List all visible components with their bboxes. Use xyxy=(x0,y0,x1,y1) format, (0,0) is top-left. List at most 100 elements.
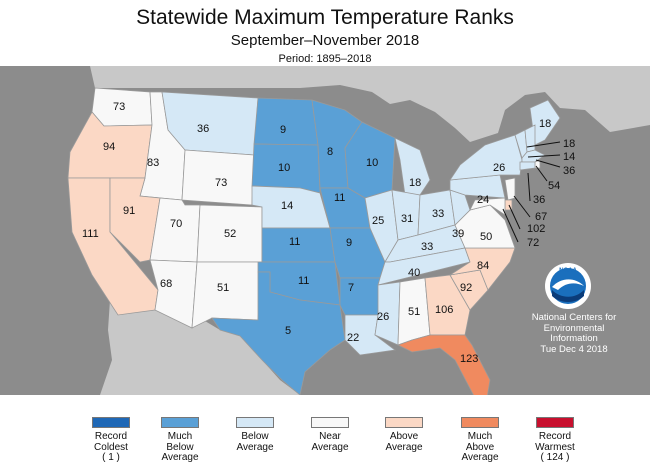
legend-swatch-above xyxy=(385,417,423,428)
rank-label-VT: 18 xyxy=(563,138,575,150)
state-NC xyxy=(449,247,516,291)
logo-text: NOAA xyxy=(559,268,577,274)
legend-swatch-near xyxy=(311,417,349,428)
state-FL xyxy=(396,334,491,395)
rank-label-DE: 102 xyxy=(527,223,545,235)
canada-land xyxy=(0,66,650,142)
legend-item-record-coldest: Record Coldest ( 1 ) xyxy=(73,405,149,464)
legend-label-line: Average xyxy=(311,441,349,453)
legend-label-line: Record xyxy=(538,431,572,442)
rank-label-OK: 11 xyxy=(298,275,309,287)
legend-label-line: Average xyxy=(385,441,423,453)
legend-swatch-much-below xyxy=(161,417,199,428)
rank-label-MO: 9 xyxy=(346,237,352,249)
legend-swatch-record-coldest xyxy=(92,417,130,428)
leader-lines xyxy=(502,141,561,243)
credit-line-3: Information xyxy=(550,333,598,344)
rank-label-NE: 14 xyxy=(281,200,293,212)
credit-line-1: National Centers for xyxy=(531,312,617,323)
legend-item-below: Below Average xyxy=(217,405,293,453)
legend-label-line: ( 1 ) xyxy=(102,452,120,463)
rank-label-PA: 24 xyxy=(477,194,489,206)
rank-label-NC: 84 xyxy=(477,260,489,272)
credit-date: Tue Dec 4 2018 xyxy=(540,343,608,355)
rank-label-AZ: 68 xyxy=(160,278,172,290)
noaa-logo: NOAA xyxy=(545,263,591,309)
map-subtitle: September–November 2018 xyxy=(230,32,420,49)
credit-line-2: Environmental xyxy=(543,322,605,334)
states-layer xyxy=(67,87,561,395)
credit-block: National Centers for Environmental Infor… xyxy=(514,312,634,355)
rank-label-AR: 7 xyxy=(348,282,354,294)
rank-label-WY: 73 xyxy=(215,177,227,189)
rank-label-IL: 25 xyxy=(372,215,384,227)
leader-line-NH xyxy=(527,154,561,158)
state-AZ xyxy=(149,259,198,329)
state-NH xyxy=(524,124,536,153)
legend: Record Coldest ( 1 ) Much Below Average … xyxy=(0,405,650,475)
legend-label-line: Coldest xyxy=(94,441,128,453)
leader-line-ME xyxy=(526,141,561,148)
leader-line-MD xyxy=(502,208,519,243)
rank-label-CT: 36 xyxy=(533,194,545,206)
rank-label-ID: 83 xyxy=(147,157,159,169)
legend-label-line: Below xyxy=(166,441,194,453)
leader-line-NJ xyxy=(513,195,531,218)
rank-label-NY: 26 xyxy=(493,162,505,174)
rank-label-IA: 11 xyxy=(334,192,345,204)
rank-label-WI: 10 xyxy=(366,157,378,169)
legend-label-line: Much xyxy=(467,431,493,442)
rank-label-MS: 26 xyxy=(377,311,389,323)
legend-swatch-record-warmest xyxy=(536,417,574,428)
leader-line-RI xyxy=(535,165,548,182)
rank-label-MT: 36 xyxy=(197,123,209,135)
rank-label-OR: 94 xyxy=(103,141,115,153)
rank-label-LA: 22 xyxy=(347,332,359,344)
rank-label-MA: 36 xyxy=(563,165,575,177)
state-TX xyxy=(211,271,346,395)
rank-label-IN: 31 xyxy=(401,213,413,225)
state-rank-labels: 73 94 111 83 91 36 73 70 68 52 51 9 10 1… xyxy=(82,101,575,365)
legend-label-line: Average xyxy=(236,441,274,453)
rank-label-AL: 51 xyxy=(408,306,420,318)
legend-label-line: Above xyxy=(465,441,495,453)
rank-label-NH: 14 xyxy=(563,151,575,163)
legend-label-line: Warmest xyxy=(535,441,575,453)
mexico-land xyxy=(100,300,300,395)
rank-label-NV: 91 xyxy=(123,205,135,217)
legend-label-line: Above xyxy=(389,431,419,442)
leader-line-CT xyxy=(527,172,531,202)
rank-label-UT: 70 xyxy=(170,218,182,230)
legend-label-line: Much xyxy=(167,431,193,442)
rank-label-GA: 106 xyxy=(435,304,453,316)
us-map: 73 94 111 83 91 36 73 70 68 52 51 9 10 1… xyxy=(0,66,650,395)
rank-label-TX: 5 xyxy=(285,325,291,337)
map-period: Period: 1895–2018 xyxy=(278,53,372,65)
state-MD xyxy=(469,197,506,216)
legend-label-line: Below xyxy=(241,431,269,442)
logo-wave xyxy=(552,290,584,302)
leader-line-MA xyxy=(535,159,561,168)
rank-label-CO: 52 xyxy=(224,228,236,240)
map-title: Statewide Maximum Temperature Ranks xyxy=(136,6,514,29)
rank-label-SC: 92 xyxy=(460,282,472,294)
legend-label-line: Record xyxy=(94,431,128,442)
rank-label-ME: 18 xyxy=(539,118,551,130)
rank-label-SD: 10 xyxy=(278,162,290,174)
state-ND xyxy=(253,97,319,146)
state-MS xyxy=(374,281,401,346)
rank-label-FL: 123 xyxy=(460,353,478,365)
legend-item-record-warmest: Record Warmest ( 124 ) xyxy=(517,405,593,464)
state-NM xyxy=(191,261,263,329)
leader-line-DE xyxy=(508,204,521,230)
rank-label-RI: 54 xyxy=(548,180,560,192)
legend-item-above: Above Average xyxy=(366,405,442,453)
rank-label-MN: 8 xyxy=(327,146,333,158)
logo-bird xyxy=(552,279,584,290)
rank-label-WA: 73 xyxy=(113,101,125,113)
legend-label-line: Near xyxy=(319,431,341,442)
rank-label-WV: 39 xyxy=(452,228,464,240)
rank-label-MD: 72 xyxy=(527,237,539,249)
rank-label-CA: 111 xyxy=(82,228,99,240)
rank-label-ND: 9 xyxy=(280,124,286,136)
